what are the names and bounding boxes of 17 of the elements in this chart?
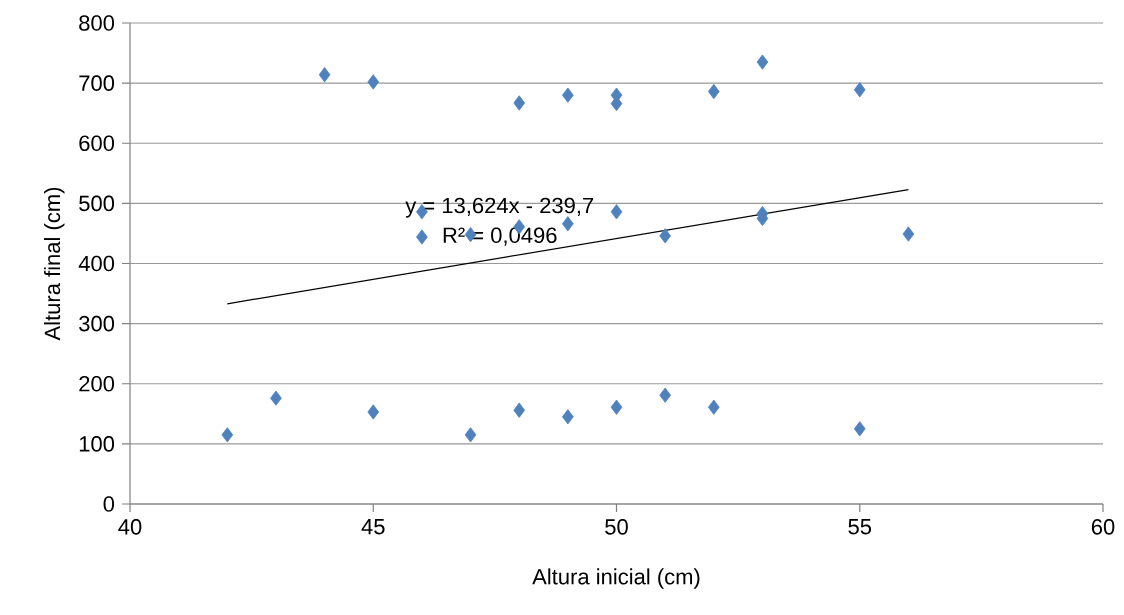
y-tick-label: 200	[79, 375, 115, 392]
y-tick-label: 600	[79, 135, 115, 152]
y-tick-label: 100	[79, 436, 115, 452]
y-tick-label: 300	[79, 315, 115, 332]
y-tick-label: 0	[103, 496, 115, 512]
x-tick-label: 45	[361, 519, 385, 535]
x-tick-label: 60	[1091, 519, 1115, 535]
x-tick-label: 55	[848, 519, 872, 535]
x-tick-label: 40	[118, 519, 142, 535]
y-axis-title: Altura final (cm)	[44, 187, 65, 341]
annotation: y = 13,624x - 239,7	[405, 197, 594, 218]
y-tick-label: 700	[79, 75, 115, 91]
x-tick-label: 50	[605, 519, 628, 535]
y-tick-label: 800	[79, 15, 115, 31]
x-axis-title: Altura inicial (cm)	[532, 568, 700, 589]
y-tick-label: 500	[79, 195, 115, 212]
y-tick-label: 400	[78, 255, 115, 272]
